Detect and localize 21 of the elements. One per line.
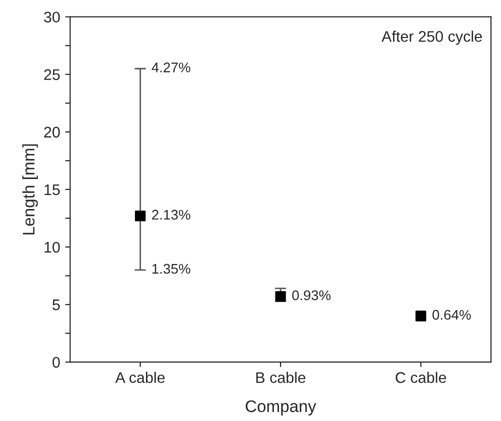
annotation: After 250 cycle [382,30,482,45]
annotation: 1.35% [152,264,190,274]
y-tick-label: 0 [52,356,60,368]
y-tick-label: 25 [44,69,60,80]
x-tick-label: B cable [256,372,306,384]
y-tick-label: 20 [44,126,60,138]
point [415,310,426,322]
y-tick-label: 15 [44,184,60,196]
x-tick-label: C cable [396,372,446,384]
y-tick-label: 5 [52,300,60,310]
point [275,291,286,302]
annotation: 0.64% [432,310,471,320]
y-tick-label: 10 [44,242,60,253]
point [134,210,146,222]
annotation: 2.13% [152,210,190,220]
y-axis-title: Length [mm] [22,144,38,234]
annotation: 0.93% [292,290,331,300]
x-tick-label: A cable [115,372,165,384]
annotation: 4.27% [152,62,190,72]
y-tick-label: 30 [44,12,60,23]
x-axis-title: Company [246,400,316,416]
